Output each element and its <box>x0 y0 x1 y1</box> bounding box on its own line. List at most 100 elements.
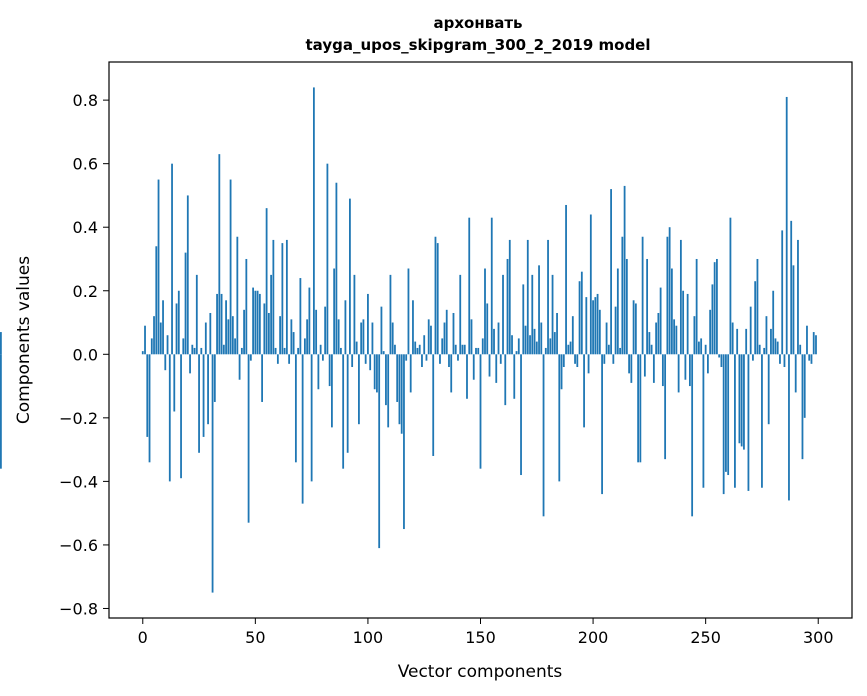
bar <box>195 274 198 355</box>
bar <box>605 322 608 355</box>
bar <box>720 354 723 368</box>
bar <box>625 258 628 355</box>
bar <box>279 316 282 355</box>
bar <box>213 354 216 402</box>
y-tick-label: −0.2 <box>59 409 98 428</box>
bar <box>146 354 149 437</box>
bar <box>619 347 621 355</box>
bar <box>216 293 218 355</box>
bar <box>574 354 576 364</box>
bar <box>472 354 475 380</box>
bar <box>229 179 232 355</box>
bar <box>180 354 182 479</box>
bar <box>664 354 667 460</box>
bars-group <box>0 87 817 593</box>
bar <box>459 274 462 355</box>
bar <box>461 344 464 355</box>
bar <box>427 319 430 355</box>
chart-subtitle: tayga_upos_skipgram_300_2_2019 model <box>306 36 651 54</box>
bar <box>650 344 653 355</box>
bar <box>209 312 212 355</box>
bar <box>538 265 540 355</box>
bar <box>677 354 680 393</box>
bar <box>614 306 617 355</box>
bar <box>531 274 534 355</box>
bar <box>382 351 385 355</box>
bar <box>517 338 520 355</box>
bar <box>394 344 396 355</box>
bar <box>349 198 351 355</box>
bar <box>191 344 194 355</box>
bar <box>673 319 676 355</box>
bar <box>281 243 284 355</box>
x-axis-label: Vector components <box>398 662 563 682</box>
bar <box>792 265 795 355</box>
bar <box>0 354 2 469</box>
bar <box>308 287 311 355</box>
bar <box>484 268 486 355</box>
bar <box>592 300 594 355</box>
bar <box>578 281 581 355</box>
bar <box>218 154 221 355</box>
bar <box>558 354 561 482</box>
bar <box>182 338 185 355</box>
bar <box>709 309 712 355</box>
bar <box>499 354 502 364</box>
bar <box>436 243 439 355</box>
bar <box>346 354 349 453</box>
bar <box>288 354 291 364</box>
bar <box>274 347 277 355</box>
y-tick-label: −0.6 <box>59 536 98 555</box>
bar <box>398 354 401 425</box>
bar <box>648 332 651 355</box>
bar <box>475 347 477 355</box>
bar <box>585 297 588 355</box>
bar <box>315 309 318 355</box>
bar <box>234 338 236 355</box>
bar <box>808 354 811 361</box>
bar <box>679 239 682 355</box>
bar <box>173 354 176 412</box>
bar <box>333 268 336 355</box>
bar <box>150 338 153 355</box>
bar <box>655 322 658 355</box>
bar <box>463 344 466 355</box>
bar <box>707 354 709 374</box>
bar <box>495 354 498 383</box>
bar <box>691 354 694 517</box>
bar <box>765 316 768 355</box>
bar <box>403 354 405 530</box>
bar <box>364 354 367 364</box>
bar <box>630 354 633 383</box>
bar <box>252 287 254 355</box>
bar <box>344 300 347 355</box>
bar <box>580 271 583 355</box>
bar <box>621 236 624 355</box>
bar <box>409 354 412 393</box>
bar <box>261 354 263 402</box>
bar <box>702 354 705 488</box>
bar <box>245 258 248 355</box>
bar <box>168 354 171 482</box>
bar <box>351 354 354 368</box>
bar <box>162 300 164 355</box>
bar <box>686 293 689 355</box>
bar <box>396 354 399 402</box>
y-tick-label: 0.0 <box>73 345 98 364</box>
bar <box>177 290 180 355</box>
bar <box>450 354 453 393</box>
bar <box>337 319 340 355</box>
bar <box>502 274 504 355</box>
bar <box>418 344 421 355</box>
bar <box>668 227 671 355</box>
bar <box>448 354 450 368</box>
bar <box>587 354 590 374</box>
bar <box>249 354 252 361</box>
bar <box>553 332 556 355</box>
y-axis-label: Components values <box>14 256 34 424</box>
bar <box>276 354 279 364</box>
bar <box>583 354 585 428</box>
bar <box>628 354 630 374</box>
bar <box>761 354 763 488</box>
